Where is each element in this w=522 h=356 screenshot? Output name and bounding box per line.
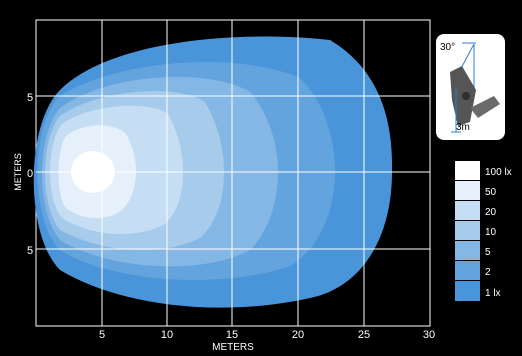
- x-axis-label: METERS: [212, 342, 254, 353]
- angle-label: 30°: [440, 42, 455, 53]
- x-tick-labels: 5 10 15 20 25 30: [99, 329, 435, 341]
- y-tick-label: 5: [27, 92, 33, 104]
- y-axis-label: METERS: [13, 153, 23, 191]
- y-tick-label: 5: [27, 245, 33, 257]
- isolux-contours: [33, 36, 393, 308]
- legend-swatch: [455, 281, 480, 301]
- legend-swatch: [455, 241, 480, 260]
- legend-swatch: [455, 261, 480, 280]
- mount-diagram: 30° 3m: [436, 34, 505, 140]
- x-tick-label: 20: [292, 329, 304, 341]
- legend-label: 10: [485, 227, 497, 238]
- x-tick-label: 15: [226, 329, 238, 341]
- y-tick-label: 0: [27, 168, 33, 180]
- legend-swatch: [455, 181, 480, 200]
- x-tick-label: 5: [99, 329, 105, 341]
- legend: 100 lx 50 20 10 5 2 1 lx: [455, 161, 512, 301]
- legend-swatch: [455, 201, 480, 220]
- lamp-icon: [470, 96, 500, 118]
- legend-label: 2: [485, 267, 491, 278]
- y-tick-labels: 5 0 5: [27, 92, 33, 257]
- legend-label: 5: [485, 247, 491, 258]
- legend-label: 1 lx: [485, 288, 501, 299]
- x-tick-label: 10: [161, 329, 173, 341]
- legend-swatch: [455, 221, 480, 240]
- legend-swatch: [455, 161, 480, 180]
- legend-label: 100 lx: [485, 167, 512, 178]
- x-tick-label: 30: [423, 329, 435, 341]
- legend-label: 50: [485, 187, 497, 198]
- lamp-bolt: [462, 92, 470, 100]
- x-tick-label: 25: [358, 329, 370, 341]
- height-label: 3m: [456, 122, 470, 133]
- grid: [36, 20, 430, 326]
- legend-label: 20: [485, 207, 497, 218]
